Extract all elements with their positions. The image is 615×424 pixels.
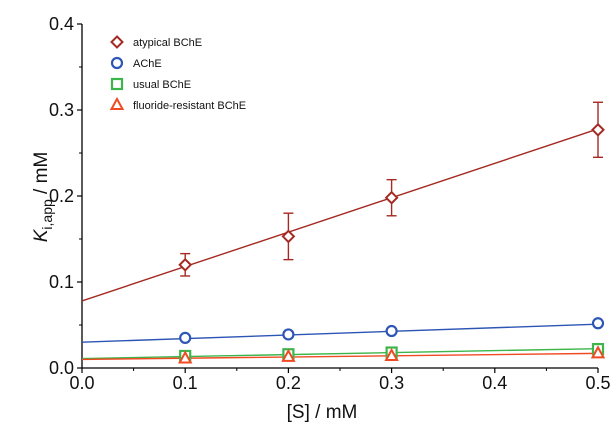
legend-marker-usual-bche bbox=[110, 77, 124, 91]
x-axis-title: [S] / mM bbox=[287, 402, 358, 423]
error-bars bbox=[180, 101, 603, 277]
point-atypical-bche bbox=[178, 257, 193, 272]
legend: atypical BChE AChE usual BChE fluoride-resi… bbox=[109, 35, 246, 112]
y-tick-label: 0.2 bbox=[49, 186, 74, 206]
x-tick-label: 0.5 bbox=[585, 373, 610, 393]
legend-label-usual-bche: usual BChE bbox=[133, 79, 191, 91]
point-fluoride-resistant-bche bbox=[281, 348, 296, 362]
fit-line-usual-bche bbox=[81, 347, 599, 360]
legend-label-atypical-bche: atypical BChE bbox=[133, 37, 202, 49]
fit-line-atypical-bche bbox=[81, 128, 599, 302]
fit-lines bbox=[81, 128, 599, 361]
x-tick-label: 0.2 bbox=[276, 373, 301, 393]
legend-label-fluoride-resistant-bche: fluoride-resistant BChE bbox=[133, 100, 246, 112]
point-atypical-bche bbox=[281, 229, 296, 244]
y-tick-label: 0.0 bbox=[49, 358, 74, 378]
y-axis-title: Ki,app / mM bbox=[31, 152, 55, 243]
point-atypical-bche bbox=[591, 122, 605, 137]
fit-line-fluoride-resistant-bche bbox=[81, 352, 599, 361]
y-tick-label: 0.4 bbox=[49, 14, 74, 34]
legend-marker-atypical-bche bbox=[110, 35, 124, 49]
point-ache bbox=[282, 328, 295, 341]
y-axis-title-sub: i,app bbox=[39, 199, 55, 230]
point-fluoride-resistant-bche bbox=[384, 347, 399, 361]
y-axis-title-main: K bbox=[31, 228, 52, 242]
fit-line-ache bbox=[81, 323, 599, 343]
legend-marker-fluoride-resistant-bche bbox=[109, 96, 125, 110]
axes: 0.0 0.1 0.2 0.3 0.4 0.5 0.0 0.1 0.2 0.3 0.4 bbox=[49, 14, 611, 393]
data-points bbox=[178, 122, 606, 364]
x-tick-label: 0.1 bbox=[173, 373, 198, 393]
x-tick-label: 0.3 bbox=[379, 373, 404, 393]
point-atypical-bche bbox=[384, 190, 399, 205]
legend-label-ache: AChE bbox=[133, 58, 162, 70]
legend-marker-ache bbox=[110, 56, 124, 70]
point-ache bbox=[385, 324, 398, 338]
y-tick-label: 0.3 bbox=[49, 100, 74, 120]
point-ache bbox=[179, 331, 192, 344]
point-ache bbox=[591, 317, 605, 330]
y-tick-label: 0.1 bbox=[49, 272, 74, 292]
x-tick-label: 0.0 bbox=[69, 373, 94, 393]
x-tick-label: 0.4 bbox=[482, 373, 507, 393]
point-fluoride-resistant-bche bbox=[590, 345, 606, 359]
point-fluoride-resistant-bche bbox=[178, 350, 193, 364]
y-axis-title-rest: / mM bbox=[31, 152, 52, 200]
